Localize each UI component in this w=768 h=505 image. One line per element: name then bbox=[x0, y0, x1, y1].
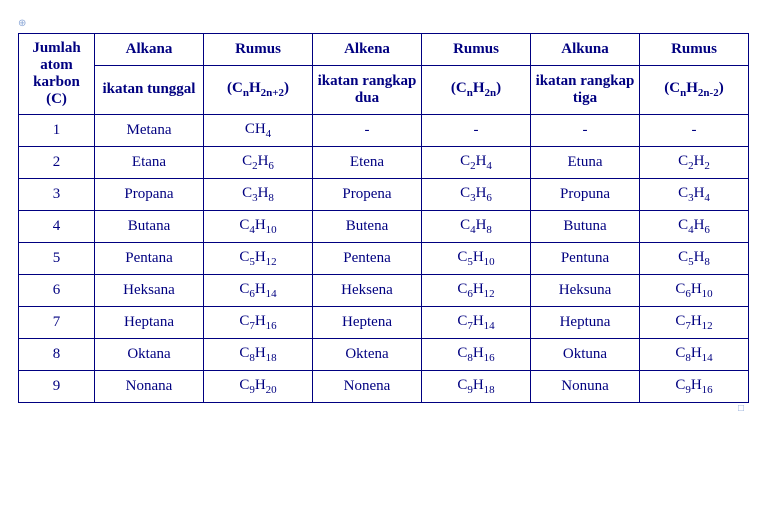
table-row: 5PentanaC5H12PentenaC5H10PentunaC5H8 bbox=[19, 243, 749, 275]
hydrocarbon-table: Jumlah atom karbon (C) Alkana Rumus Alke… bbox=[18, 33, 749, 403]
cell-rumus-alkena: C7H14 bbox=[422, 307, 531, 339]
cell-n: 8 bbox=[19, 339, 95, 371]
cell-rumus-alkana: C3H8 bbox=[204, 179, 313, 211]
cell-rumus-alkena: C4H8 bbox=[422, 211, 531, 243]
header-alkena: Alkena bbox=[313, 34, 422, 66]
cell-rumus-alkena: - bbox=[422, 115, 531, 147]
cell-n: 7 bbox=[19, 307, 95, 339]
cell-alkuna: Butuna bbox=[531, 211, 640, 243]
table-row: 7HeptanaC7H16HeptenaC7H14HeptunaC7H12 bbox=[19, 307, 749, 339]
cell-alkana: Heksana bbox=[95, 275, 204, 307]
cell-n: 9 bbox=[19, 371, 95, 403]
header-alkuna: Alkuna bbox=[531, 34, 640, 66]
anchor-marker-top: ⊕ bbox=[18, 18, 750, 29]
cell-rumus-alkuna: C3H4 bbox=[640, 179, 749, 211]
cell-rumus-alkana: C6H14 bbox=[204, 275, 313, 307]
cell-alkena: - bbox=[313, 115, 422, 147]
subheader-rumus-alkuna: (CnH2n-2) bbox=[640, 65, 749, 114]
table-row: 8OktanaC8H18OktenaC8H16OktunaC8H14 bbox=[19, 339, 749, 371]
cell-alkana: Metana bbox=[95, 115, 204, 147]
subheader-alkuna: ikatan rangkap tiga bbox=[531, 65, 640, 114]
cell-rumus-alkuna: C4H6 bbox=[640, 211, 749, 243]
header-rumus-alkena: Rumus bbox=[422, 34, 531, 66]
cell-alkana: Heptana bbox=[95, 307, 204, 339]
cell-rumus-alkena: C8H16 bbox=[422, 339, 531, 371]
subheader-rumus-alkena: (CnH2n) bbox=[422, 65, 531, 114]
cell-alkuna: Heptuna bbox=[531, 307, 640, 339]
cell-rumus-alkana: C2H6 bbox=[204, 147, 313, 179]
table-body: 1MetanaCH4----2EtanaC2H6EtenaC2H4EtunaC2… bbox=[19, 115, 749, 403]
cell-alkana: Etana bbox=[95, 147, 204, 179]
cell-alkena: Butena bbox=[313, 211, 422, 243]
cell-alkena: Pentena bbox=[313, 243, 422, 275]
cell-alkuna: Nonuna bbox=[531, 371, 640, 403]
cell-n: 3 bbox=[19, 179, 95, 211]
cell-n: 5 bbox=[19, 243, 95, 275]
table-row: 1MetanaCH4---- bbox=[19, 115, 749, 147]
table-row: 9NonanaC9H20NonenaC9H18NonunaC9H16 bbox=[19, 371, 749, 403]
cell-alkana: Propana bbox=[95, 179, 204, 211]
cell-rumus-alkana: C4H10 bbox=[204, 211, 313, 243]
cell-alkena: Nonena bbox=[313, 371, 422, 403]
cell-rumus-alkana: C8H18 bbox=[204, 339, 313, 371]
cell-alkana: Nonana bbox=[95, 371, 204, 403]
table-row: 6HeksanaC6H14HeksenaC6H12HeksunaC6H10 bbox=[19, 275, 749, 307]
header-rumus-alkana: Rumus bbox=[204, 34, 313, 66]
table-row: 4ButanaC4H10ButenaC4H8ButunaC4H6 bbox=[19, 211, 749, 243]
header-rumus-alkuna: Rumus bbox=[640, 34, 749, 66]
table-row: 2EtanaC2H6EtenaC2H4EtunaC2H2 bbox=[19, 147, 749, 179]
cell-rumus-alkuna: C5H8 bbox=[640, 243, 749, 275]
cell-rumus-alkena: C9H18 bbox=[422, 371, 531, 403]
cell-rumus-alkana: C7H16 bbox=[204, 307, 313, 339]
cell-rumus-alkana: C9H20 bbox=[204, 371, 313, 403]
cell-alkuna: Pentuna bbox=[531, 243, 640, 275]
cell-rumus-alkana: CH4 bbox=[204, 115, 313, 147]
cell-rumus-alkuna: C9H16 bbox=[640, 371, 749, 403]
cell-n: 1 bbox=[19, 115, 95, 147]
cell-rumus-alkena: C3H6 bbox=[422, 179, 531, 211]
cell-alkuna: - bbox=[531, 115, 640, 147]
cell-alkuna: Heksuna bbox=[531, 275, 640, 307]
cell-rumus-alkena: C2H4 bbox=[422, 147, 531, 179]
subheader-alkana: ikatan tunggal bbox=[95, 65, 204, 114]
cell-alkana: Butana bbox=[95, 211, 204, 243]
cell-alkena: Propena bbox=[313, 179, 422, 211]
cell-n: 4 bbox=[19, 211, 95, 243]
cell-alkana: Oktana bbox=[95, 339, 204, 371]
subheader-alkena: ikatan rangkap dua bbox=[313, 65, 422, 114]
cell-alkena: Oktena bbox=[313, 339, 422, 371]
cell-rumus-alkuna: C6H10 bbox=[640, 275, 749, 307]
cell-rumus-alkuna: C2H2 bbox=[640, 147, 749, 179]
cell-rumus-alkuna: - bbox=[640, 115, 749, 147]
cell-alkana: Pentana bbox=[95, 243, 204, 275]
cell-rumus-alkuna: C8H14 bbox=[640, 339, 749, 371]
cell-alkena: Etena bbox=[313, 147, 422, 179]
subheader-rumus-alkana: (CnH2n+2) bbox=[204, 65, 313, 114]
cell-alkena: Heptena bbox=[313, 307, 422, 339]
cell-rumus-alkuna: C7H12 bbox=[640, 307, 749, 339]
cell-rumus-alkana: C5H12 bbox=[204, 243, 313, 275]
cell-alkena: Heksena bbox=[313, 275, 422, 307]
cell-alkuna: Oktuna bbox=[531, 339, 640, 371]
cell-alkuna: Etuna bbox=[531, 147, 640, 179]
header-jumlah-atom: Jumlah atom karbon (C) bbox=[19, 34, 95, 115]
cell-alkuna: Propuna bbox=[531, 179, 640, 211]
cell-n: 2 bbox=[19, 147, 95, 179]
table-header: Jumlah atom karbon (C) Alkana Rumus Alke… bbox=[19, 34, 749, 115]
header-alkana: Alkana bbox=[95, 34, 204, 66]
table-row: 3PropanaC3H8PropenaC3H6PropunaC3H4 bbox=[19, 179, 749, 211]
anchor-marker-bottom: □ bbox=[18, 403, 750, 414]
cell-n: 6 bbox=[19, 275, 95, 307]
cell-rumus-alkena: C5H10 bbox=[422, 243, 531, 275]
cell-rumus-alkena: C6H12 bbox=[422, 275, 531, 307]
